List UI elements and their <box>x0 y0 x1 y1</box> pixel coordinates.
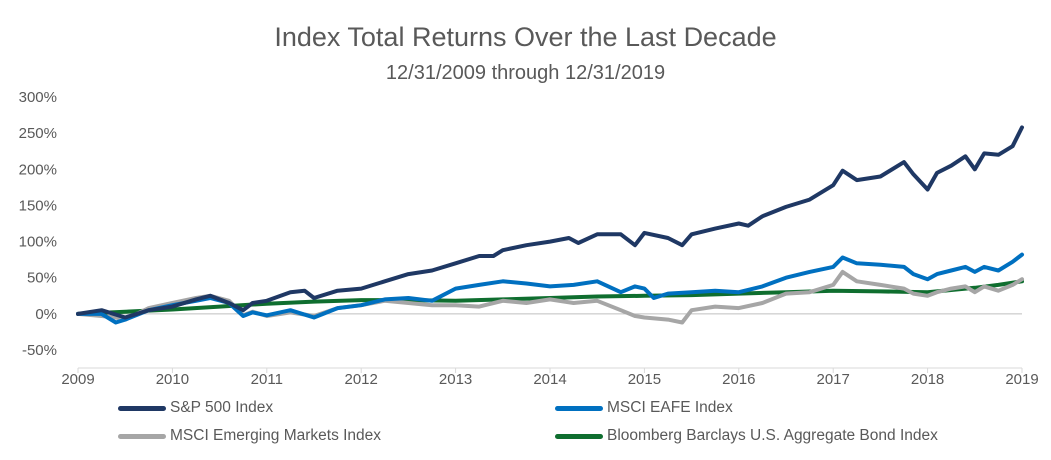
x-tick-label: 2017 <box>817 371 850 388</box>
x-tick-label: 2015 <box>628 371 661 388</box>
series-line-bond <box>76 279 1024 316</box>
y-tick-label: 0% <box>35 306 57 323</box>
y-tick-label: 200% <box>19 161 57 178</box>
x-tick-label: 2013 <box>439 371 472 388</box>
y-tick-label: 50% <box>27 270 57 287</box>
y-tick-label: 250% <box>19 125 57 142</box>
y-tick-label: 100% <box>19 234 57 251</box>
y-tick-label: 300% <box>19 89 57 106</box>
chart-subtitle: 12/31/2009 through 12/31/2019 <box>385 62 666 84</box>
x-tick-label: 2009 <box>61 371 94 388</box>
chart-title: Index Total Returns Over the Last Decade <box>274 22 777 52</box>
series-line-msci-eafe <box>76 252 1024 325</box>
x-tick-label: 2010 <box>156 371 189 388</box>
x-tick-label: 2011 <box>251 371 283 388</box>
x-tick-label: 2018 <box>911 371 944 388</box>
x-tick-label: 2016 <box>722 371 755 388</box>
series-line-sp500 <box>76 125 1024 320</box>
x-tick-label: 2014 <box>533 371 566 388</box>
y-tick-label: 150% <box>19 197 57 214</box>
x-tick-label: 2012 <box>345 371 378 388</box>
x-tick-label: 2019 <box>1005 371 1038 388</box>
y-tick-label: -50% <box>22 342 57 359</box>
